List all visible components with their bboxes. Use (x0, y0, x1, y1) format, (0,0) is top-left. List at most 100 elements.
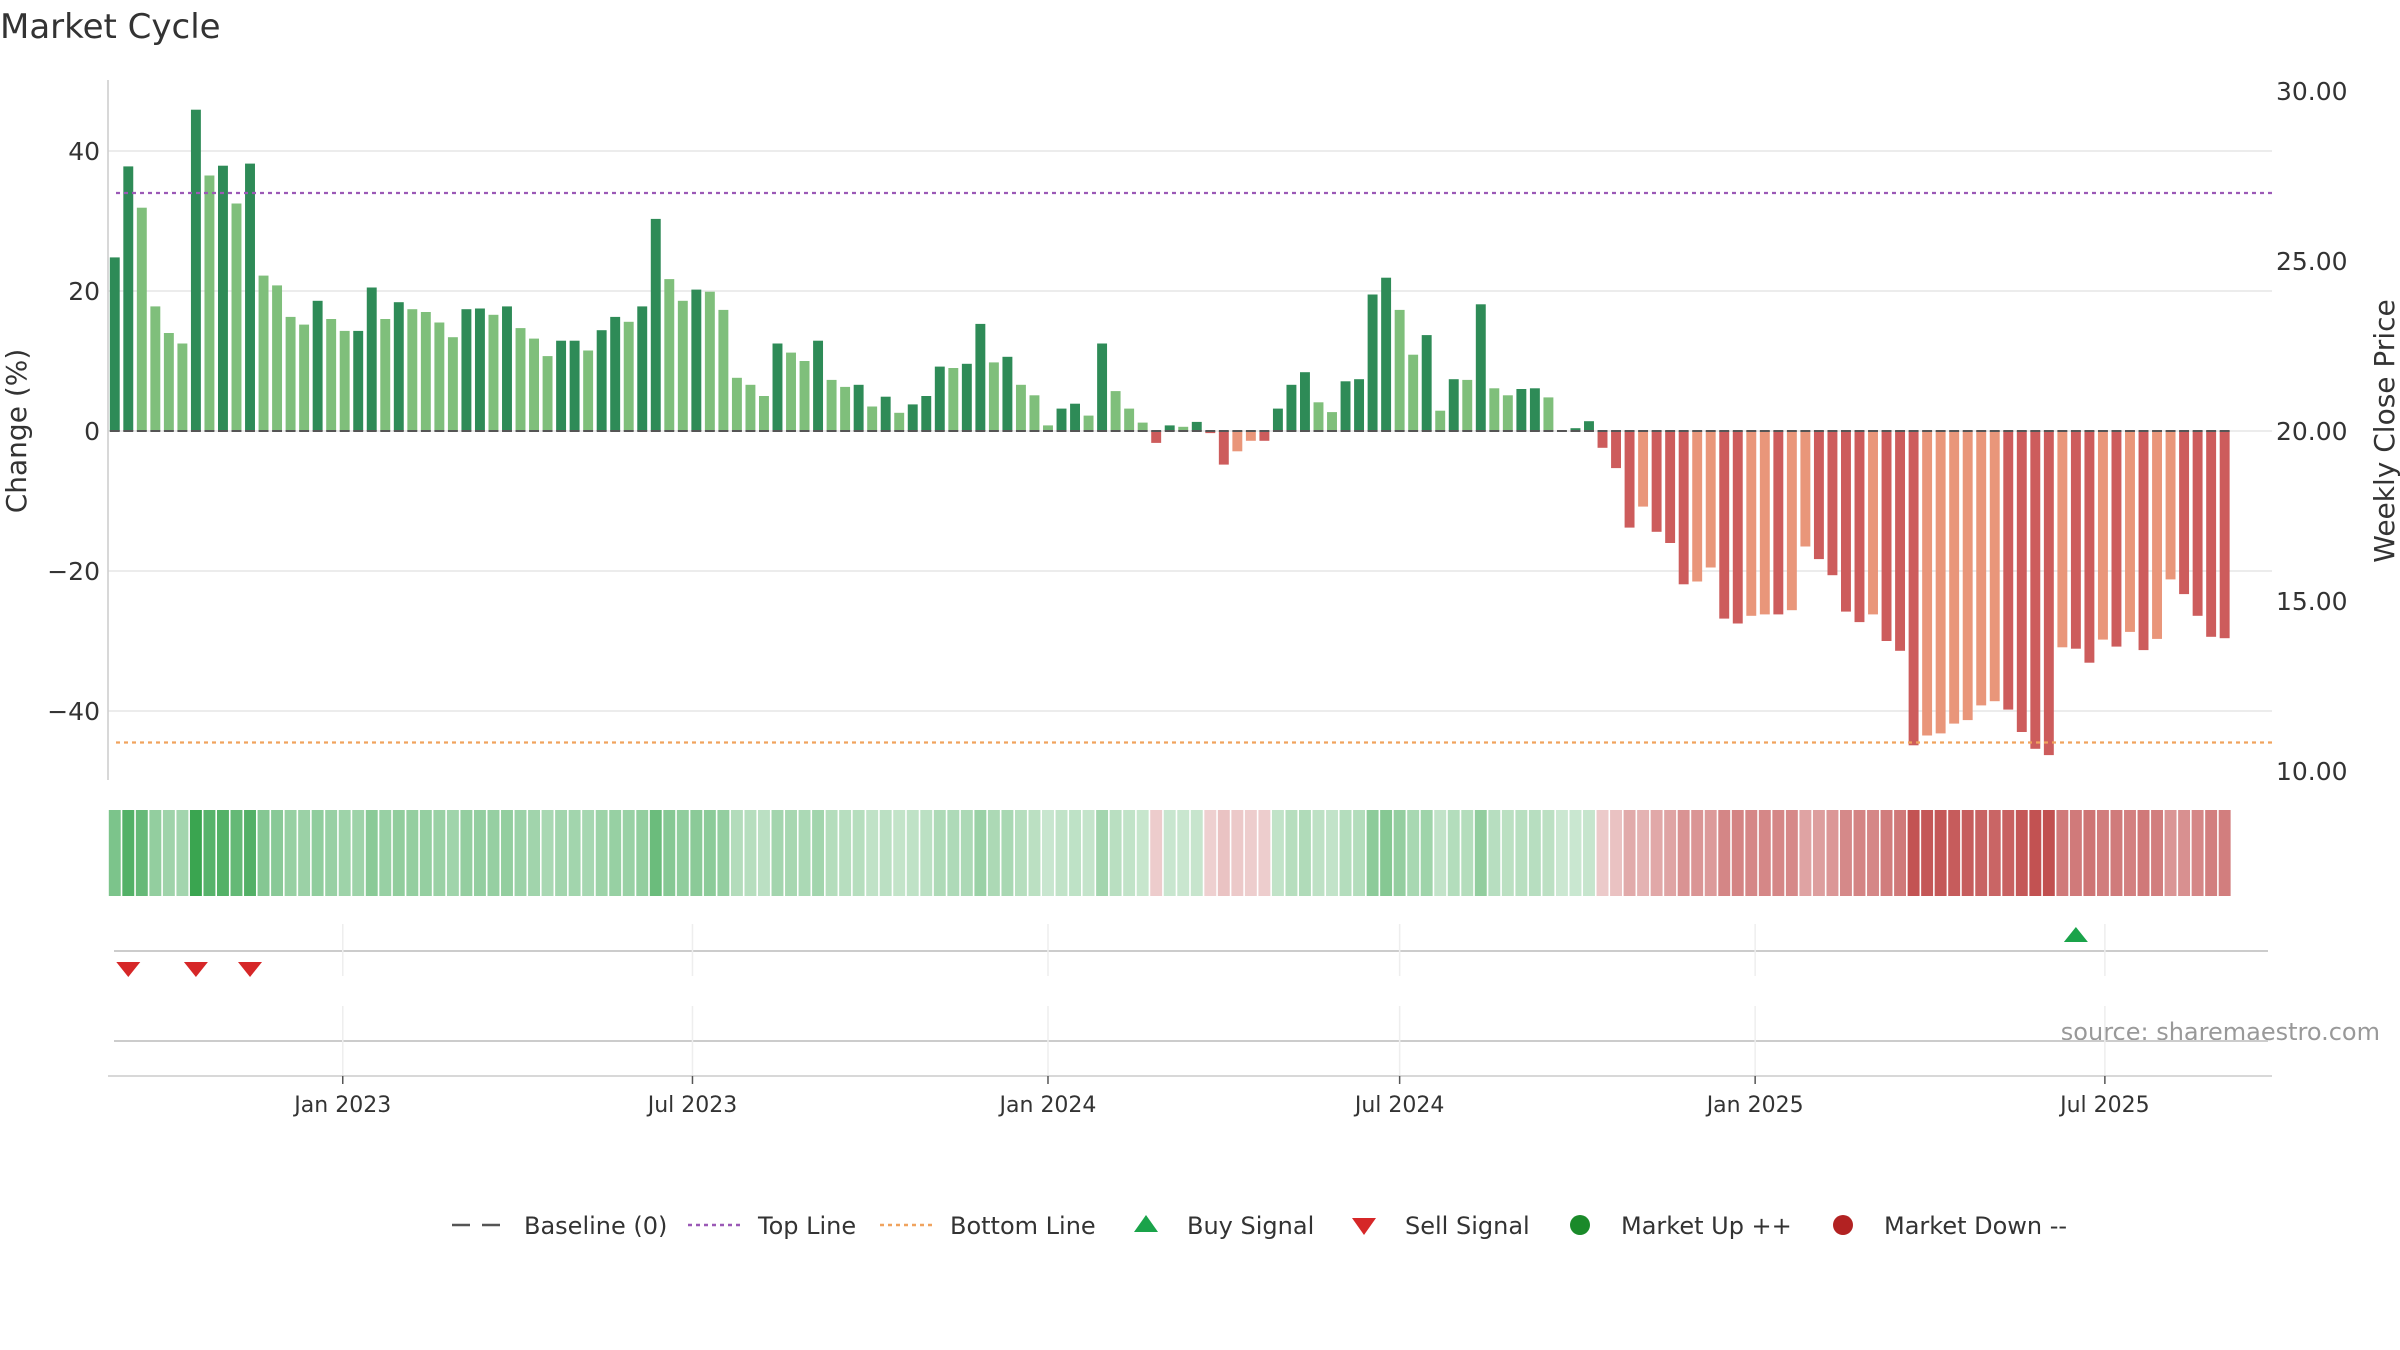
bar (2152, 431, 2162, 639)
bar (1827, 431, 1838, 576)
legend-label: Baseline (0) (524, 1212, 667, 1240)
strip-cell (1840, 810, 1852, 896)
bar (2179, 431, 2190, 595)
strip-cell (1299, 810, 1311, 896)
strip-cell (244, 810, 256, 896)
bar (1137, 422, 1148, 431)
bar (786, 352, 796, 431)
bar (840, 386, 851, 431)
strip-cell (1096, 810, 1109, 896)
bar (1178, 426, 1189, 431)
strip-cell (1380, 810, 1393, 896)
bar (1381, 277, 1392, 431)
bar (759, 396, 769, 431)
strip-cell (108, 810, 121, 896)
bar (2084, 431, 2095, 663)
strip-cell (609, 810, 622, 896)
strip-cell (1853, 810, 1866, 896)
strip-cell (1258, 810, 1271, 896)
bar (677, 300, 688, 431)
bar (488, 314, 499, 431)
strip-cell (162, 810, 175, 896)
chart-title: Market Cycle (0, 7, 221, 47)
strip-cell (2151, 810, 2163, 896)
strip-cell (189, 810, 202, 896)
bar (366, 287, 377, 431)
strip-cell (582, 810, 595, 896)
bar (447, 337, 458, 431)
strip-cell (473, 810, 486, 896)
bar (1340, 381, 1351, 431)
strip-cell (176, 810, 189, 896)
bar (2097, 431, 2108, 640)
bar (1070, 403, 1080, 431)
strip-cell (1812, 810, 1825, 896)
strip-cell (785, 810, 797, 896)
bar (420, 312, 431, 431)
bar (1408, 354, 1419, 431)
strip-cell (1691, 810, 1704, 896)
bar (1813, 431, 1824, 560)
bar (961, 363, 972, 431)
strip-cell (1312, 810, 1325, 896)
strip-cell (730, 810, 743, 896)
bar (704, 291, 715, 431)
strip-cell (1434, 810, 1447, 896)
bar (2003, 431, 2014, 710)
bar (1015, 384, 1026, 431)
bar (1245, 431, 1256, 441)
strip-cell (1880, 810, 1893, 896)
sell-signal-legend-symbol (1352, 1218, 1376, 1235)
strip-cell (460, 810, 473, 896)
strip-cell (122, 810, 135, 896)
y-tick-label: 20 (68, 277, 100, 306)
bar (2111, 431, 2122, 647)
bar (231, 203, 242, 431)
strip-cell (203, 810, 216, 896)
strip-cell (1285, 810, 1298, 896)
x-tick-label: Jan 2024 (998, 1093, 1097, 1118)
strip-cell (839, 810, 852, 896)
bar (731, 377, 742, 431)
y2-tick-label: 10.00 (2276, 757, 2348, 786)
strip-cell (1799, 810, 1812, 896)
strip-cell (541, 810, 554, 896)
strip-cell (2178, 810, 2191, 896)
bar (1854, 431, 1865, 623)
strip-cell (230, 810, 243, 896)
bar (1191, 421, 1202, 431)
bar (1759, 431, 1770, 615)
strip-cell (1204, 810, 1217, 896)
strip-cell (676, 810, 689, 896)
strip-cell (717, 810, 730, 896)
strip-cell (703, 810, 716, 896)
y2-tick-label: 30.00 (2276, 77, 2348, 106)
bar (1584, 421, 1594, 431)
strip-cell (1528, 810, 1541, 896)
bar (1300, 372, 1310, 431)
bar (502, 306, 512, 431)
bar (1800, 431, 1811, 547)
bar (515, 328, 526, 431)
bar (380, 319, 391, 431)
bar (1502, 395, 1513, 431)
strip-cell (2110, 810, 2123, 896)
bar (2138, 431, 2149, 651)
strip-cell (1474, 810, 1487, 896)
bar (691, 289, 702, 431)
signal-panel (114, 924, 2268, 1076)
strip-cell (1785, 810, 1798, 896)
strip-cell (1501, 810, 1514, 896)
strip-cell (1042, 810, 1054, 896)
strip-cell (2002, 810, 2015, 896)
strip-cell (1677, 810, 1690, 896)
strip-cell (852, 810, 865, 896)
strip-cell (1461, 810, 1474, 896)
strip-cell (149, 810, 162, 896)
y2-tick-label: 15.00 (2276, 587, 2348, 616)
bar (1976, 431, 1987, 706)
x-tick-label: Jul 2025 (2058, 1093, 2150, 1118)
bar (1624, 431, 1635, 528)
bar (1692, 431, 1703, 582)
bar (907, 404, 918, 431)
